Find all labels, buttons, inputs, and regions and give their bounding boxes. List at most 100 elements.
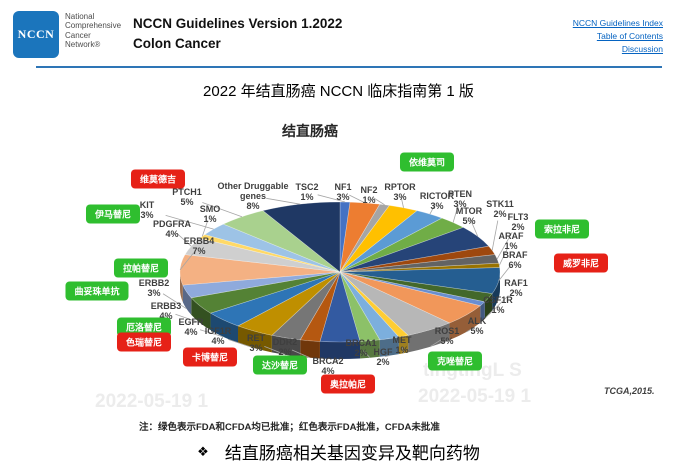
pie-slice — [182, 271, 341, 299]
org-line: National — [65, 12, 95, 21]
pie-slice — [339, 245, 496, 273]
guideline-title-line2: Colon Cancer — [133, 35, 221, 51]
leader-line — [291, 349, 311, 359]
leader-line — [331, 358, 341, 365]
leader-line — [264, 345, 286, 356]
pie-slice-side — [492, 272, 500, 311]
pie-slice — [339, 262, 501, 273]
pie-slice-label: ERBB3 4% — [150, 300, 182, 321]
pie-slice-label: PDGFRA 4% — [153, 218, 191, 239]
leader-line — [228, 339, 255, 349]
drug-label-pill: 拉帕替尼 — [113, 258, 169, 278]
org-name: National Comprehensive Cancer Network® — [65, 11, 121, 50]
leader-line — [348, 194, 366, 204]
drug-label-pill: 色瑞替尼 — [116, 332, 172, 352]
diamond-bullet-icon: ❖ — [197, 443, 209, 459]
footer-heading-text: 结直肠癌相关基因变异及靶向药物 — [224, 444, 480, 463]
leader-line — [491, 220, 499, 251]
nccn-logo-text: NCCN — [17, 27, 55, 41]
pie-slice-label: EGFR 4% — [178, 316, 204, 337]
pie-slice-label: PTCH1 5% — [172, 186, 202, 207]
pie-slice — [339, 271, 381, 342]
pie-slice — [237, 271, 341, 336]
pie-slice — [339, 267, 501, 294]
pie-slice-side — [480, 301, 485, 323]
pie-slice — [339, 271, 486, 307]
pie-slice-side — [182, 285, 192, 315]
drug-label-pill: 曲妥珠单抗 — [65, 281, 129, 301]
leader-line — [177, 233, 192, 247]
pie-slice-side — [300, 339, 320, 359]
header-divider — [36, 66, 662, 68]
drug-label-pill: 依维莫司 — [399, 152, 455, 172]
pie-slice — [339, 210, 443, 273]
page-title: 2022 年结直肠癌 NCCN 临床指南第 1 版 — [203, 83, 474, 100]
leader-line — [429, 338, 443, 348]
drug-label-pill: 卡博替尼 — [182, 347, 238, 367]
drug-label-pill: 威罗非尼 — [553, 253, 609, 273]
pie-slice-label: PTEN 3% — [447, 188, 473, 209]
leader-line — [162, 293, 187, 309]
drug-label-pill: 奥拉帕尼 — [320, 374, 376, 394]
guideline-title-line1: NCCN Guidelines Version 1.2022 — [133, 16, 343, 31]
pie-slice-label: IGF1R 4% — [204, 325, 232, 346]
pie-slice-label: BRCA2 4% — [312, 355, 344, 376]
pie-slice-label: RET 3% — [247, 332, 265, 353]
pie-slice-label: Other Druggable genes 8% — [217, 180, 289, 212]
leader-line — [496, 232, 513, 260]
pie-slice-label: TSC2 1% — [295, 181, 319, 202]
leader-line — [179, 252, 195, 271]
drug-label-pill: 达沙替尼 — [252, 355, 308, 375]
pie-slice — [339, 271, 481, 324]
pie-slice — [184, 237, 341, 273]
pie-slice-side — [319, 341, 361, 359]
pie-slice-side — [360, 339, 380, 359]
pie-slice-label: CSF1R 1% — [483, 294, 513, 315]
pie-slice-label: ERBB2 3% — [138, 277, 170, 298]
pie-slice — [271, 271, 341, 341]
leader-line — [471, 221, 479, 237]
leader-line — [175, 313, 200, 324]
pie-slice-label: BRCA1 2% — [345, 337, 377, 358]
header: NCCN National Comprehensive Cancer Netwo… — [0, 0, 677, 66]
pie-slice — [339, 271, 451, 336]
leader-line — [373, 197, 385, 206]
pie-slice-label: RICTOR 3% — [419, 190, 455, 211]
footer-heading: ❖ 结直肠癌相关基因变异及靶向药物 — [0, 439, 677, 464]
pie-slice-label: STK11 2% — [486, 198, 514, 219]
leader-line — [199, 329, 224, 338]
pie-slice-label: MTOR 5% — [455, 205, 483, 226]
pie-slice-label: ROS1 5% — [434, 325, 460, 346]
approval-legend-note: 注：绿色表示FDA和CFDA均已批准；红色表示FDA批准，CFDA未批准 — [139, 422, 440, 433]
pie-slice-side — [210, 313, 239, 343]
org-line: Cancer — [65, 30, 91, 40]
org-line: Comprehensive — [65, 21, 122, 31]
pie-slice — [339, 271, 493, 303]
leader-line — [466, 327, 475, 333]
pie-slice-label: DDR2 2% — [272, 336, 298, 357]
pie-slice-label: NF2 1% — [360, 184, 378, 205]
pie-slice-label: ERBB4 7% — [183, 235, 215, 256]
link-discussion[interactable]: Discussion — [621, 44, 663, 55]
pie-slice — [204, 223, 341, 273]
link-table-of-contents[interactable]: Table of Contents — [596, 31, 663, 42]
pie-slice-label: HGF 2% — [373, 346, 393, 367]
pie-slice-side — [398, 335, 409, 355]
pie-slice — [222, 210, 341, 273]
pie-slice — [209, 271, 341, 327]
nccn-logo: NCCN — [13, 11, 59, 58]
org-line: Network® — [65, 40, 101, 50]
leader-line — [165, 214, 214, 230]
pie-slice-label: FLT3 2% — [507, 211, 529, 232]
link-guidelines-index[interactable]: NCCN Guidelines Index — [572, 18, 663, 28]
leader-line — [201, 220, 209, 237]
leader-line — [317, 194, 346, 203]
drug-label-pill: 厄洛替尼 — [116, 317, 172, 337]
pie-slice-label: MET 1% — [392, 334, 412, 355]
pie-slice-side — [379, 337, 399, 357]
header-links: NCCN Guidelines Index Table of Contents … — [573, 11, 663, 57]
drug-label-pill: 维莫德吉 — [130, 169, 186, 189]
